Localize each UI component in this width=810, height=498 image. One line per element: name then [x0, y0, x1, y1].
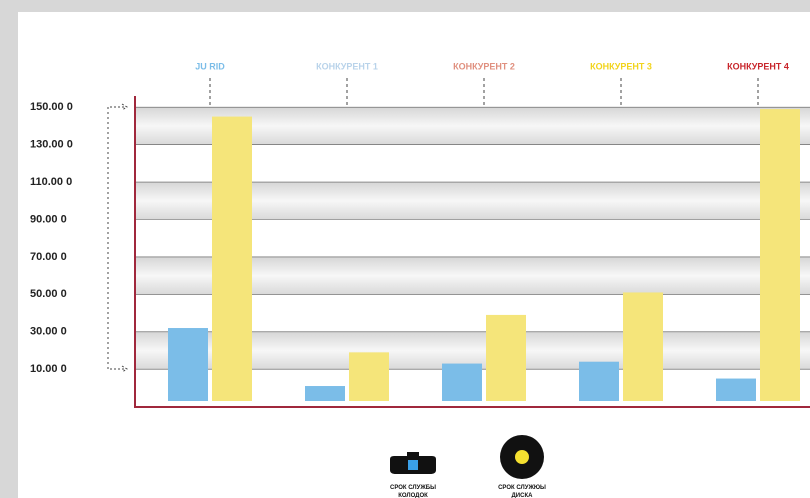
y-tick-label: 30.00 0: [30, 326, 67, 338]
y-tick-label: 10.00 0: [30, 363, 67, 375]
y-tick-label: 110.00 0: [30, 176, 72, 188]
legend-label-line: СРОК СЛУЖБЫ: [390, 485, 436, 491]
category-label: КОНКУРЕНТ 2: [453, 61, 515, 71]
bar: [623, 292, 663, 401]
y-tick-label: 50.00 0: [30, 288, 67, 300]
category-label: КОНКУРЕНТ 1: [316, 61, 378, 71]
legend-label: СРОК СЛУЖБЫ КОЛОДОК: [390, 485, 436, 498]
bar: [486, 314, 526, 401]
bar: [349, 352, 389, 401]
bar: [442, 363, 482, 401]
legend-label-line: ДИСКА: [512, 493, 534, 498]
y-tick-label: 130.00 0: [30, 139, 73, 151]
bar: [212, 116, 252, 401]
bar: [760, 109, 800, 402]
category-label: КОНКУРЕНТ 3: [590, 61, 652, 71]
legend-icon-disc: [500, 435, 544, 479]
legend-icon-pads: [390, 452, 436, 474]
category-label: КОНКУРЕНТ 4: [727, 61, 789, 71]
y-tick-label: 150.00 0: [30, 101, 73, 113]
category-label: JU RID: [195, 61, 225, 71]
arrow: [110, 365, 128, 373]
legend-label: СРОК СЛУЖЮЫ ДИСКА: [498, 485, 546, 498]
y-tick-label: 90.00 0: [30, 213, 67, 225]
bar: [168, 328, 208, 401]
bar: [716, 378, 756, 401]
legend-label-line: СРОК СЛУЖЮЫ: [498, 485, 546, 491]
bar: [579, 361, 619, 401]
arrow: [110, 103, 128, 111]
legend-label-line: КОЛОДОК: [398, 493, 428, 498]
bar: [305, 386, 345, 401]
y-tick-label: 70.00 0: [30, 251, 67, 263]
panel: [18, 12, 810, 498]
